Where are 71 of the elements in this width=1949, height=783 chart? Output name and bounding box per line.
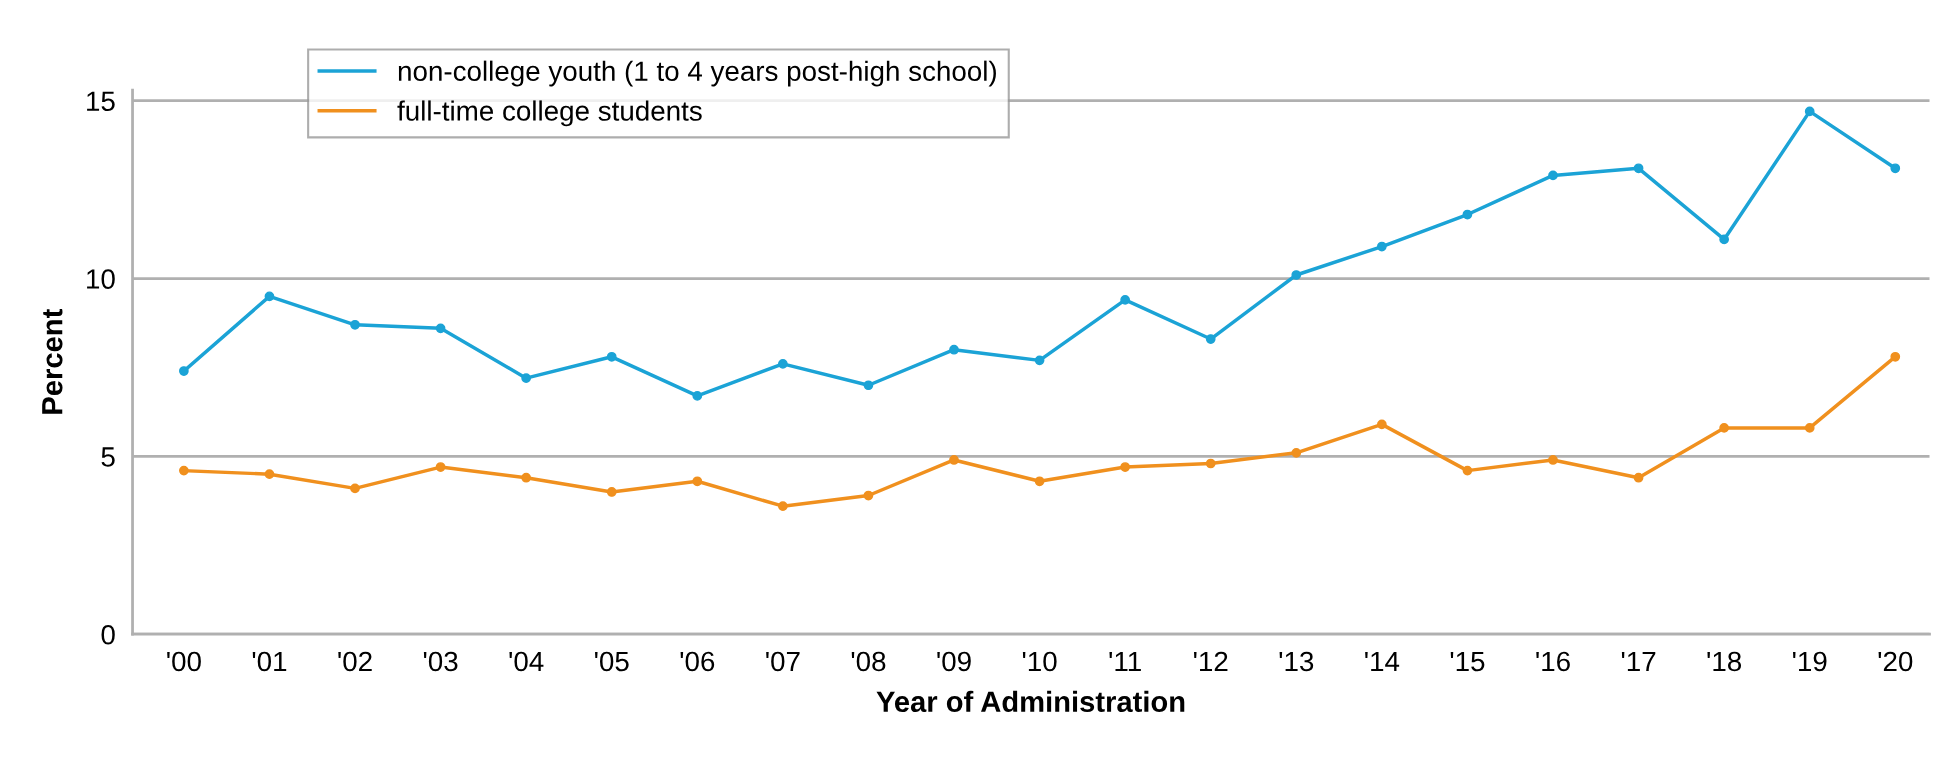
x-tick-label: '10: [1022, 651, 1057, 672]
x-tick-label: '06: [680, 651, 715, 672]
x-tick-label: '14: [1365, 651, 1400, 672]
x-tick-label: '18: [1707, 651, 1742, 672]
point: [692, 391, 703, 401]
y-tick-label: 15: [87, 91, 115, 112]
point: [863, 490, 874, 501]
point: [264, 469, 275, 480]
point: [778, 501, 788, 512]
x-tick-label: '19: [1793, 651, 1827, 672]
y-tick-label: 5: [101, 447, 115, 467]
y-axis-title: Percent: [42, 308, 63, 414]
point: [1034, 355, 1045, 366]
point: [1633, 163, 1644, 174]
point: [1034, 476, 1045, 487]
point: [949, 344, 959, 355]
x-tick-label: '15: [1450, 651, 1485, 672]
point: [1291, 447, 1302, 458]
point: [264, 291, 275, 302]
point: [1890, 163, 1901, 174]
point: [521, 373, 532, 384]
point: [606, 351, 617, 362]
x-tick-label: '09: [937, 651, 971, 672]
x-tick-label: '02: [338, 651, 372, 672]
point: [435, 462, 446, 472]
point: [1462, 209, 1473, 220]
y-tick-label: 10: [87, 269, 115, 289]
point: [1462, 465, 1473, 476]
point: [1890, 351, 1901, 362]
x-tick-label: '11: [1109, 651, 1141, 672]
point: [1376, 241, 1387, 252]
x-tick-label: '00: [167, 651, 201, 672]
x-tick-label: '05: [595, 651, 629, 672]
point: [1205, 334, 1216, 344]
x-tick-label: '13: [1279, 651, 1314, 672]
point: [863, 380, 874, 391]
x-tick-label: '03: [423, 651, 458, 672]
point: [1719, 423, 1730, 433]
point: [1120, 462, 1131, 472]
point: [1548, 455, 1558, 465]
x-tick-label: '04: [509, 651, 544, 672]
point: [692, 476, 703, 487]
point: [949, 455, 959, 465]
point: [179, 366, 189, 376]
point: [778, 359, 788, 369]
point: [350, 319, 360, 330]
x-tick-label: '07: [766, 651, 800, 672]
point: [1633, 472, 1644, 483]
point: [1120, 295, 1131, 305]
x-tick-label: '17: [1621, 651, 1656, 672]
x-axis-title: Year of Administration: [876, 690, 1185, 713]
point: [350, 483, 360, 494]
x-tick-label: '12: [1194, 651, 1228, 672]
point: [1719, 234, 1730, 245]
x-tick-label: '01: [252, 651, 287, 672]
point: [1548, 170, 1558, 181]
point: [606, 487, 617, 497]
point: [521, 472, 532, 483]
point: [1291, 270, 1302, 280]
point: [1804, 106, 1815, 117]
x-tick-label: '20: [1878, 651, 1913, 672]
point: [1205, 458, 1216, 469]
x-tick-label: '08: [851, 651, 886, 672]
y-tick-label: 0: [101, 624, 115, 645]
legend-label: full-time college students: [397, 100, 702, 127]
point: [179, 465, 189, 476]
point: [1376, 419, 1387, 430]
point: [435, 323, 446, 334]
legend-label: non-college youth (1 to 4 years post-high school): [398, 60, 996, 87]
x-tick-label: '16: [1536, 651, 1570, 672]
point: [1804, 423, 1815, 433]
